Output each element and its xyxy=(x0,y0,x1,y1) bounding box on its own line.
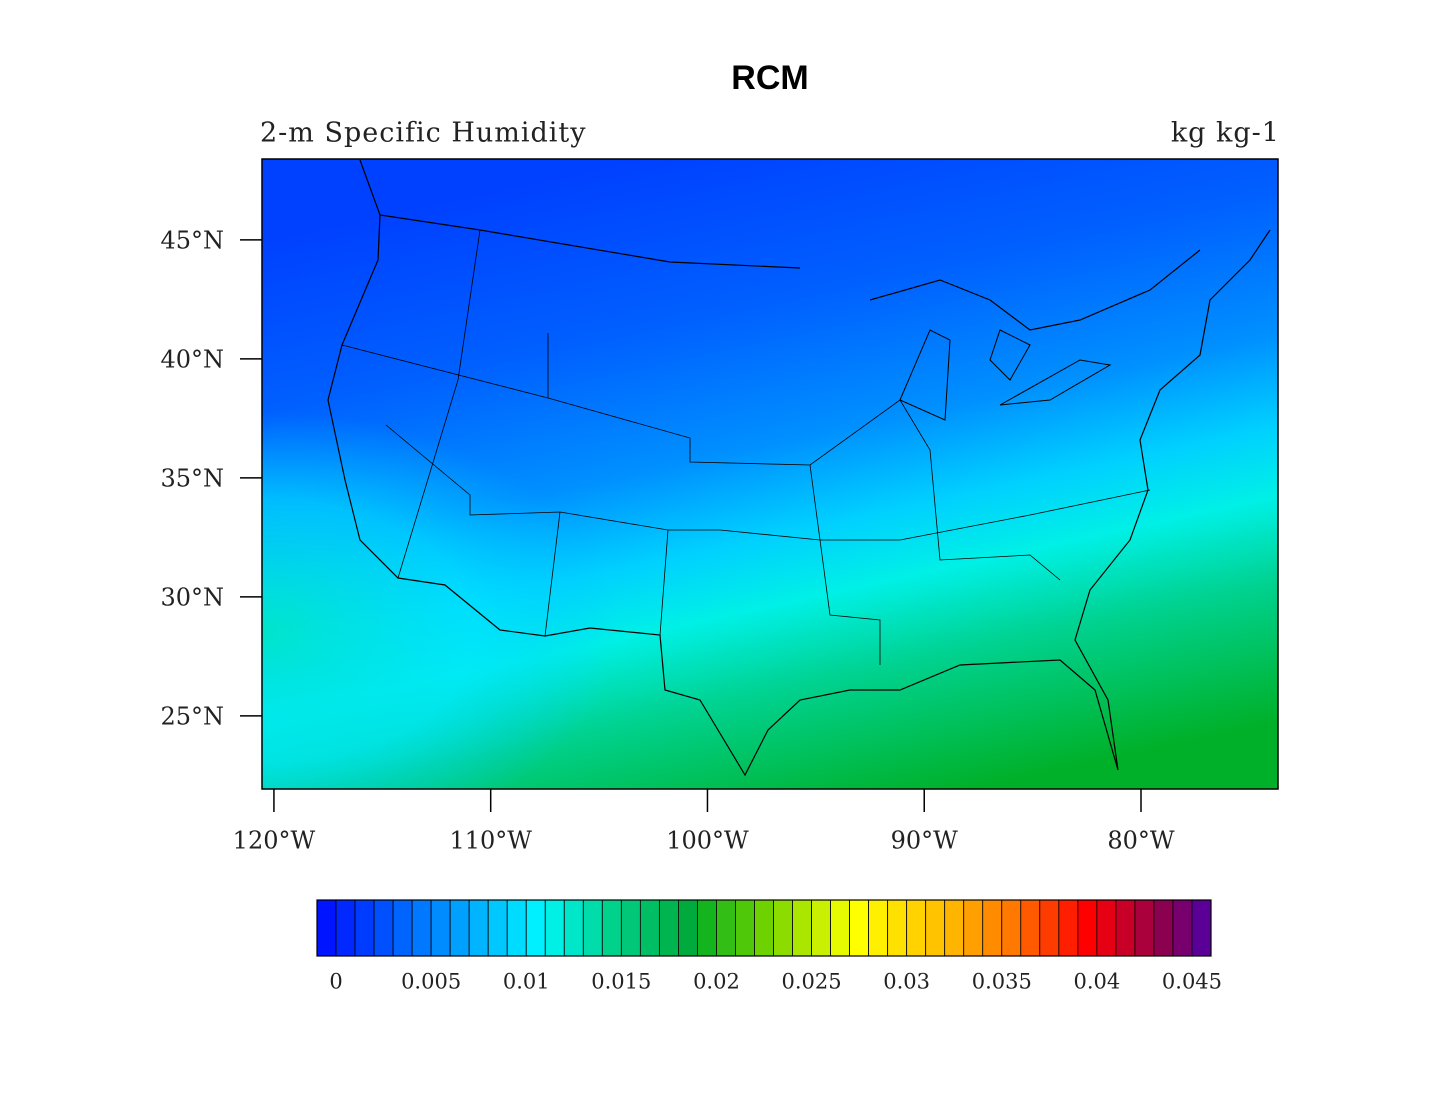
colorbar-box xyxy=(982,899,1003,957)
y-tick-label: 35°N xyxy=(160,464,224,492)
colorbar-box xyxy=(773,899,793,957)
colorbar-box xyxy=(1077,899,1098,957)
colorbar: 0 0.005 0.01 0.015 0.02 0.025 0.03 0.035 0.04 0.0… xyxy=(316,899,1222,994)
colorbar-label: 0.04 xyxy=(1073,970,1120,994)
colorbar-box xyxy=(639,899,660,957)
colorbar-box xyxy=(754,899,774,957)
colorbar-box xyxy=(582,899,603,957)
colorbar-box xyxy=(735,899,755,957)
map-field xyxy=(262,159,1278,789)
colorbar-box xyxy=(411,899,432,957)
x-tick-label: 80°W xyxy=(1107,827,1175,855)
colorbar-box xyxy=(1115,899,1136,957)
colorbar-box xyxy=(620,899,641,957)
colorbar-label: 0.015 xyxy=(591,970,651,994)
colorbar-box xyxy=(925,899,946,957)
colorbar-label: 0.025 xyxy=(781,970,841,994)
colorbar-box xyxy=(1191,899,1212,957)
colorbar-box xyxy=(525,899,546,957)
colorbar-box xyxy=(1153,899,1174,957)
colorbar-box xyxy=(963,899,984,957)
colorbar-box xyxy=(1134,899,1155,957)
colorbar-box xyxy=(1172,899,1193,957)
right-string: kg kg-1 xyxy=(1171,118,1280,149)
colorbar-box xyxy=(468,899,489,957)
colorbar-box xyxy=(1020,899,1041,957)
colorbar-box xyxy=(830,899,850,957)
colorbar-box xyxy=(544,899,565,957)
title: RCM xyxy=(731,59,808,97)
left-string: 2-m Specific Humidity xyxy=(260,118,587,149)
colorbar-box xyxy=(678,899,698,957)
colorbar-box xyxy=(868,899,889,957)
colorbar-box xyxy=(1001,899,1022,957)
colorbar-box xyxy=(716,899,736,957)
colorbar-label: 0 xyxy=(329,970,342,994)
colorbar-box xyxy=(335,899,356,957)
colorbar-box xyxy=(697,899,717,957)
x-tick-label: 90°W xyxy=(891,827,959,855)
colorbar-box xyxy=(316,899,337,957)
colorbar-box xyxy=(506,899,527,957)
colorbar-label: 0.035 xyxy=(972,970,1032,994)
colorbar-box xyxy=(430,899,451,957)
map-frame xyxy=(261,158,1279,790)
y-tick-label: 45°N xyxy=(160,226,224,254)
colorbar-box xyxy=(487,899,508,957)
colorbar-box xyxy=(1058,899,1079,957)
x-tick-label: 120°W xyxy=(233,827,316,855)
colorbar-box xyxy=(849,899,870,957)
colorbar-box xyxy=(658,899,679,957)
colorbar-label: 0.045 xyxy=(1162,970,1222,994)
colorbar-box xyxy=(906,899,927,957)
colorbar-box xyxy=(1096,899,1117,957)
colorbar-label: 0.005 xyxy=(401,970,461,994)
colorbar-label: 0.02 xyxy=(693,970,740,994)
colorbar-box xyxy=(601,899,622,957)
colorbar-label: 0.01 xyxy=(503,970,550,994)
colorbar-frame xyxy=(316,899,1212,957)
colorbar-box xyxy=(811,899,831,957)
axes: 25°N 30°N 35°N 40°N 45°N 120°W 110°W 100°W 90°W 8… xyxy=(160,226,1174,854)
y-tick-label: 40°N xyxy=(160,345,224,373)
colorbar-box xyxy=(392,899,413,957)
colorbar-box xyxy=(563,899,584,957)
colorbar-box xyxy=(449,899,470,957)
x-tick-label: 110°W xyxy=(449,827,532,855)
colorbar-box xyxy=(1039,899,1060,957)
x-tick-label: 100°W xyxy=(666,827,749,855)
colorbar-box xyxy=(373,899,394,957)
colorbar-box xyxy=(944,899,965,957)
colorbar-box xyxy=(792,899,812,957)
colorbar-box xyxy=(354,899,375,957)
y-tick-label: 30°N xyxy=(160,583,224,611)
colorbar-label: 0.03 xyxy=(883,970,930,994)
colorbar-box xyxy=(887,899,908,957)
y-tick-label: 25°N xyxy=(160,702,224,730)
